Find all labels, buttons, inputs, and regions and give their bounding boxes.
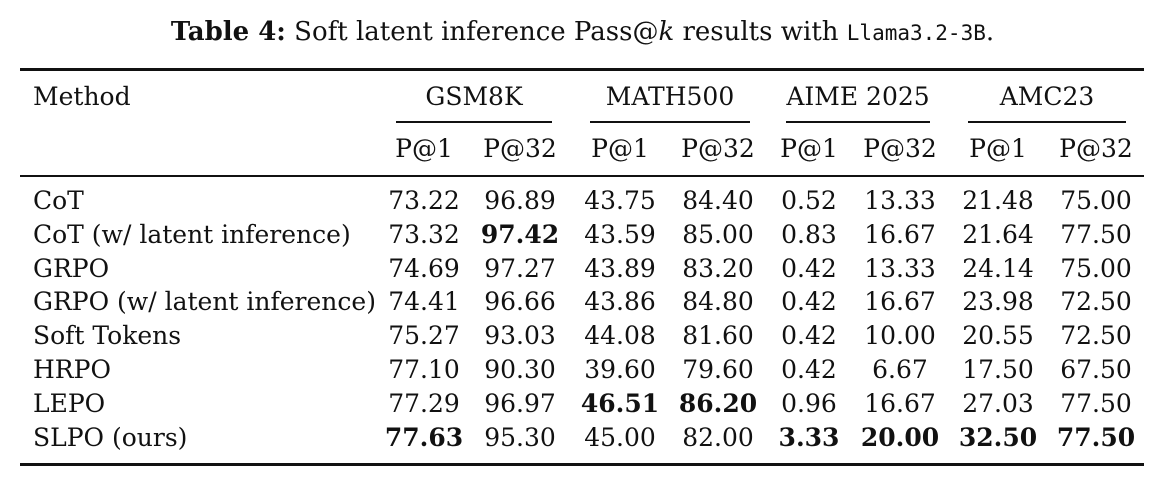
group-underline [968,121,1126,123]
top-rule [20,68,1144,71]
row-method: CoT [33,186,84,215]
subcolumn-header: P@32 [863,134,937,163]
table-cell: 20.00 [860,422,940,452]
row-method: CoT (w/ latent inference) [33,219,351,249]
table-cell: 72.50 [1060,321,1132,351]
table-cell: 0.42 [781,355,837,384]
table-cell: 0.42 [781,253,837,283]
table-cell: 3.33 [778,422,840,452]
table-cell: 93.03 [484,321,556,351]
table-cell: 43.59 [584,219,656,249]
row-method: GRPO (w/ latent inference) [33,287,376,317]
table-cell: 96.97 [484,388,556,418]
table-cell: 84.40 [682,186,754,215]
table-cell: 97.27 [484,253,556,283]
table-cell: 27.03 [962,388,1034,418]
table-cell: 13.33 [864,186,936,215]
group-underline [786,121,930,123]
subcolumn-header: P@32 [1059,134,1133,163]
table-cell: 77.63 [384,422,464,452]
group-header: AIME 2025 [786,82,930,111]
subcolumn-header: P@1 [969,134,1027,163]
subcolumn-header: P@1 [591,134,649,163]
subcolumn-header: P@32 [483,134,557,163]
subcolumn-header: P@1 [395,134,453,163]
table-cell: 24.14 [962,253,1034,283]
table-cell: 43.75 [584,186,656,215]
table-cell: 77.29 [388,388,460,418]
table-cell: 0.96 [781,388,837,418]
table-cell: 0.83 [781,219,837,249]
bottom-rule [20,463,1144,466]
table-cell: 67.50 [1060,355,1132,384]
caption-model: Llama3.2-3B [846,21,986,45]
table-cell: 77.50 [1060,388,1132,418]
table-cell: 73.32 [388,219,460,249]
table-cell: 43.86 [584,287,656,317]
table-cell: 77.10 [388,355,460,384]
row-method: HRPO [33,355,111,384]
row-method: Soft Tokens [33,321,182,351]
table-cell: 72.50 [1060,287,1132,317]
table-cell: 75.00 [1060,253,1132,283]
caption-text-before: Soft latent inference Pass@ [285,17,659,47]
table-cell: 82.00 [682,422,754,452]
table-cell: 46.51 [580,388,660,418]
caption-label: Table 4: [170,17,286,47]
table-cell: 43.89 [584,253,656,283]
table-cell: 0.42 [781,287,837,317]
table-cell: 17.50 [962,355,1034,384]
table-cell: 21.64 [962,219,1034,249]
table-cell: 75.00 [1060,186,1132,215]
row-method: LEPO [33,388,106,418]
table-cell: 0.52 [781,186,837,215]
caption-k: k [658,17,675,47]
table-cell: 96.66 [484,287,556,317]
table-cell: 73.22 [388,186,460,215]
table-cell: 96.89 [484,186,556,215]
table-cell: 6.67 [872,355,928,384]
group-header: GSM8K [425,82,523,111]
table-cell: 16.67 [864,219,936,249]
table-cell: 32.50 [958,422,1038,452]
table-cell: 23.98 [962,287,1034,317]
table-cell: 90.30 [484,355,556,384]
table-cell: 77.50 [1060,219,1132,249]
table-cell: 83.20 [682,253,754,283]
table-cell: 77.50 [1056,422,1136,452]
group-header: AMC23 [999,82,1095,111]
table-cell: 0.42 [781,321,837,351]
subcolumn-header: P@1 [780,134,838,163]
group-header: MATH500 [605,82,735,111]
caption-period: . [985,17,995,47]
row-method: GRPO [33,253,110,283]
row-method: SLPO (ours) [33,422,188,452]
table-cell: 74.41 [388,287,460,317]
table-cell: 16.67 [864,388,936,418]
table-cell: 84.80 [682,287,754,317]
table-caption: Table 4: Soft latent inference Pass@k re… [0,14,1165,51]
table-cell: 95.30 [484,422,556,452]
table-cell: 85.00 [682,219,754,249]
subcolumn-header: P@32 [681,134,755,163]
table-cell: 75.27 [388,321,460,351]
table-cell: 86.20 [678,388,758,418]
table-cell: 13.33 [864,253,936,283]
caption-text-after: results with [674,17,847,47]
table-cell: 16.67 [864,287,936,317]
table-cell: 45.00 [584,422,656,452]
table-cell: 44.08 [584,321,656,351]
table-cell: 81.60 [682,321,754,351]
group-underline [590,121,750,123]
table-cell: 10.00 [864,321,936,351]
table-cell: 79.60 [682,355,754,384]
method-header: Method [33,82,131,111]
table-cell: 39.60 [584,355,656,384]
group-underline [396,121,552,123]
table-cell: 21.48 [962,186,1034,215]
table-cell: 97.42 [480,219,560,249]
table-cell: 20.55 [962,321,1034,351]
header-rule [20,175,1144,177]
table-cell: 74.69 [388,253,460,283]
